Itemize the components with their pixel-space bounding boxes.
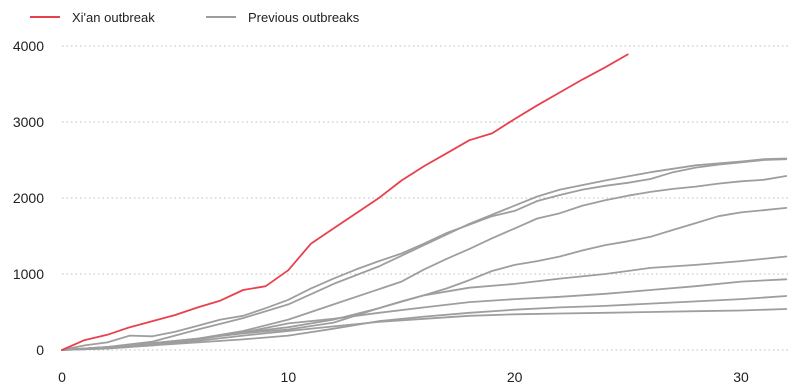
y-axis-ticks: 0 1000 2000 3000 4000: [13, 38, 44, 358]
y-tick-label: 0: [36, 342, 44, 358]
legend-label-previous: Previous outbreaks: [248, 10, 360, 25]
y-tick-label: 2000: [13, 190, 44, 206]
series-line-previous-6: [61, 278, 788, 351]
x-tick-label: 20: [507, 369, 523, 385]
grid: [62, 45, 790, 351]
series-line-xian: [61, 53, 629, 351]
series-line-previous-8: [61, 308, 788, 351]
xian-outbreak-line: [61, 53, 629, 351]
y-tick-label: 1000: [13, 266, 44, 282]
series-line-previous-2: [61, 158, 788, 351]
x-tick-label: 30: [733, 369, 749, 385]
y-tick-label: 4000: [13, 38, 44, 54]
x-axis-ticks: 0 10 20 30: [58, 369, 749, 385]
series-line-previous-3: [61, 175, 788, 351]
x-tick-label: 10: [281, 369, 297, 385]
legend: Xi'an outbreak Previous outbreaks: [30, 10, 360, 25]
previous-outbreaks-lines: [61, 157, 788, 351]
y-tick-label: 3000: [13, 114, 44, 130]
x-tick-label: 0: [58, 369, 66, 385]
series-line-previous-1: [61, 157, 788, 351]
series-line-previous-7: [61, 295, 788, 351]
series-line-previous-4: [61, 206, 788, 351]
legend-label-xian: Xi'an outbreak: [72, 10, 155, 25]
